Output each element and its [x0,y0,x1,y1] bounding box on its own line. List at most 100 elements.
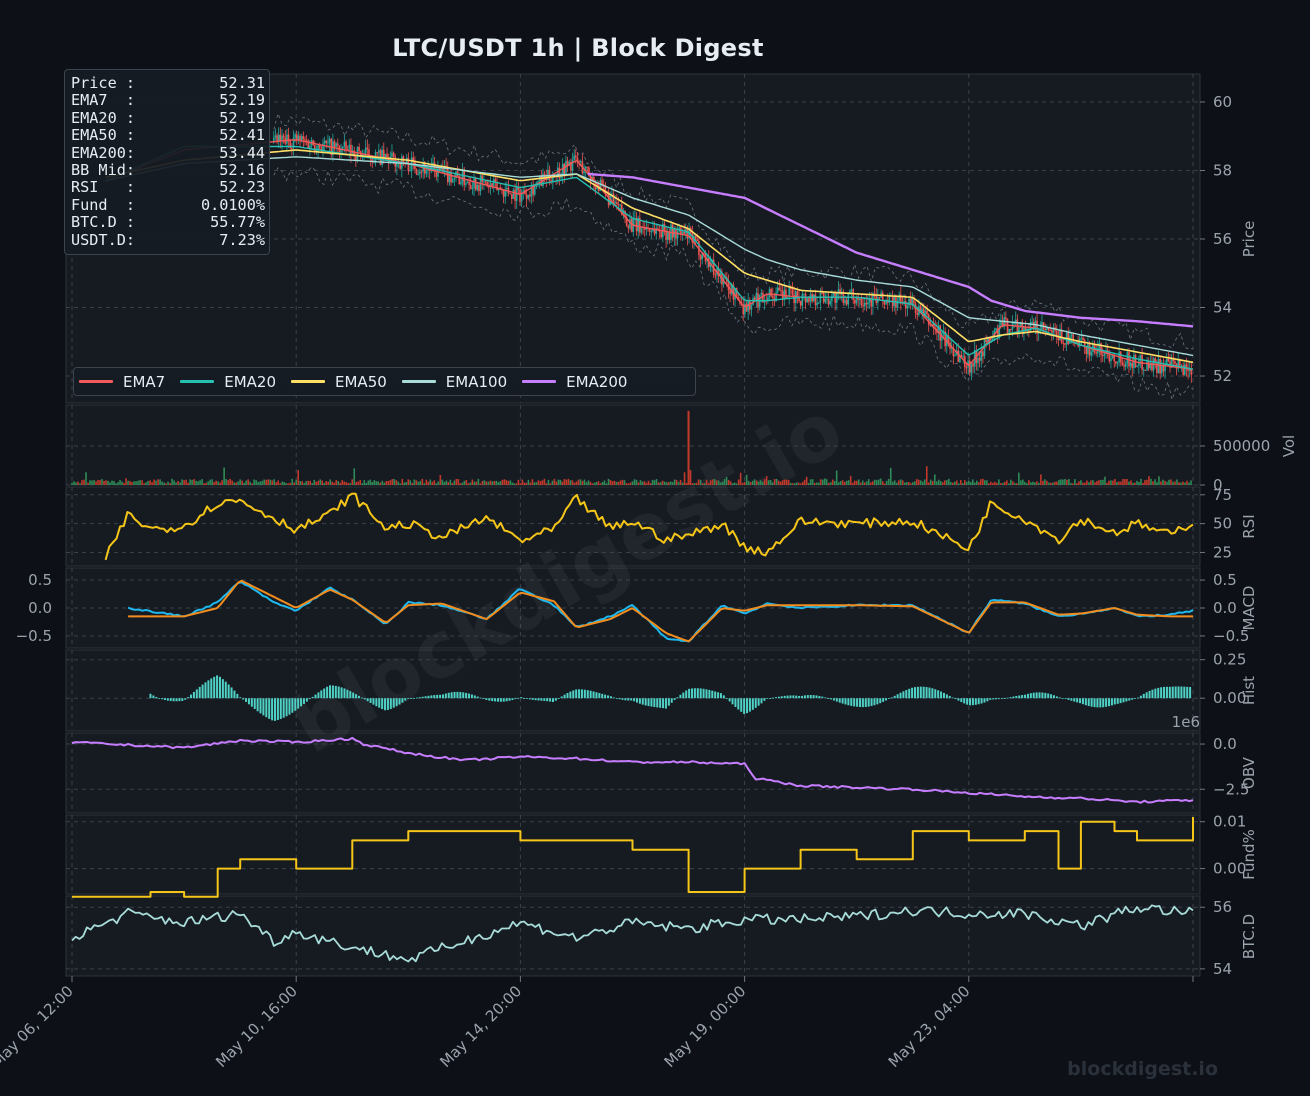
volume-bar [907,482,910,485]
legend-item: EMA100 [401,373,507,391]
volume-bar [1176,479,1178,485]
volume-bar [225,479,227,485]
candle-body [924,310,927,317]
candle-body [806,298,809,303]
histogram-bar [656,698,659,708]
volume-bar [825,479,828,485]
volume-bar [457,479,460,485]
volume-bar [513,483,516,485]
volume-bar [1032,481,1034,485]
volume-bar [497,482,500,485]
volume-bar [319,479,322,485]
volume-bar [351,479,354,485]
histogram-bar [430,695,433,699]
candle-body [970,363,973,373]
series-ema200 [587,172,1194,328]
volume-bar [557,479,560,485]
histogram-bar [725,698,728,699]
histogram-bar [386,698,389,710]
volume-bar [259,481,261,485]
candle-body [563,163,566,176]
candle-body [1108,351,1111,362]
histogram-bar [737,698,740,710]
volume-bar [101,479,103,485]
volume-bar [1072,483,1074,485]
volume-bar [501,479,504,485]
histogram-bar [224,681,227,699]
y-tick-label: 0 [1213,476,1223,494]
histogram-bar [175,698,178,702]
candle-body [804,293,807,303]
volume-bar [631,481,634,485]
candle-body [831,295,833,302]
candle-body [1106,350,1109,352]
volume-bar [823,478,826,485]
candle-body [483,181,485,183]
histogram-bar [777,696,780,699]
histogram-bar [612,697,615,699]
candle-body [762,293,764,303]
candle-body [868,298,871,303]
volume-bar [1170,479,1172,485]
histogram-bar [786,695,789,699]
volume-bar [363,480,366,485]
candle-body [325,140,328,143]
candle-body [629,218,631,229]
histogram-bar [789,695,792,699]
volume-bar [1124,479,1126,485]
volume-bar [341,480,344,485]
histogram-bar [1139,695,1142,699]
volume-bar [179,482,181,485]
volume-bar [777,480,780,485]
histogram-bar [630,698,633,701]
histogram-bar [931,688,934,699]
candle-body [983,339,986,357]
histogram-bar [1021,695,1024,699]
volume-bar [1144,480,1146,485]
histogram-bar [1108,698,1111,707]
histogram-bar [598,693,601,699]
volume-bar [763,479,766,485]
y-tick-label: 0.01 [1213,813,1246,831]
volume-bar [773,479,776,485]
histogram-bar [227,684,230,699]
candle-body [340,149,342,153]
candle-body [277,134,280,143]
candle-body [552,176,554,183]
volume-bar [1160,481,1162,485]
candle-body [839,289,841,295]
volume-bar [527,479,530,485]
candle-body [625,217,628,226]
histogram-bar [635,698,638,703]
histogram-bar [517,697,520,699]
volume-bar [1076,483,1078,485]
histogram-bar [1154,688,1157,699]
histogram-bar [337,686,340,699]
info-label: BTC.D : [71,213,136,232]
volume-bar [1058,479,1060,485]
legend-label: EMA20 [224,372,277,391]
histogram-bar [352,692,355,699]
histogram-bar [181,698,184,701]
candle-body [783,289,786,299]
histogram-bar [1122,698,1125,703]
volume-bar [451,482,454,485]
candle-body [952,347,955,357]
candle-body [540,175,543,187]
volume-bar [269,479,271,485]
candle-body [885,300,887,305]
candle-body [881,292,884,301]
candle-body [353,150,356,157]
volume-bar [347,482,350,485]
volume-bar [207,481,209,485]
histogram-bar [685,690,688,699]
volume-bar [227,480,229,485]
histogram-bar [670,698,673,703]
candle-body [694,235,697,240]
volume-bar [978,482,980,485]
candle-body [1042,322,1045,330]
histogram-bar [748,698,751,712]
histogram-bar [1052,695,1055,699]
candle-body [575,155,577,158]
histogram-bar [746,698,749,714]
